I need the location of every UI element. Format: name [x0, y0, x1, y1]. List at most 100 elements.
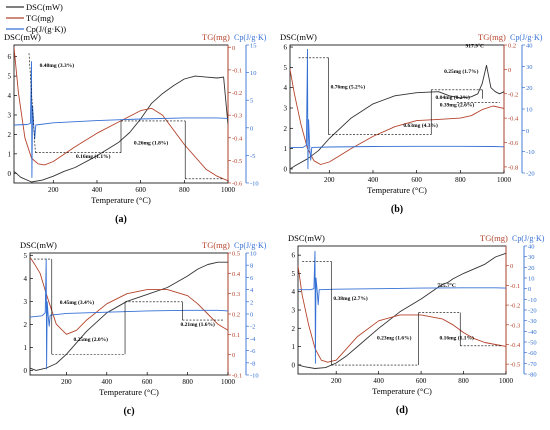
- cp-tick-label: 15: [250, 43, 257, 50]
- tg-axis-title: TG(mg): [202, 240, 230, 250]
- series-line-cp: [290, 48, 504, 170]
- series-line-cp: [14, 61, 228, 178]
- dsc-tick-label: 5: [8, 73, 12, 81]
- cp-tick-label: 40: [528, 244, 535, 251]
- cp-tick-label: -10: [528, 297, 537, 304]
- annotation-label: 0.39mg (2.6%): [440, 101, 475, 108]
- tg-tick-label: 0: [232, 352, 235, 359]
- dsc-tick-label: 0: [292, 361, 296, 369]
- cp-tick-label: 40: [526, 43, 533, 50]
- dsc-tick-label: 6: [292, 252, 296, 260]
- cp-tick-label: -6: [250, 348, 256, 355]
- tg-tick-label: 0.3: [232, 291, 240, 298]
- x-tick-label: 200: [61, 378, 72, 386]
- x-axis-title: Temperature (°C): [91, 195, 151, 205]
- dsc-tick-label: 4: [8, 92, 12, 100]
- cp-tick-label: -8: [250, 360, 255, 367]
- series-line-dsc: [14, 75, 228, 183]
- dsc-tick-label: 0: [8, 170, 12, 178]
- cp-tick-label: -60: [528, 350, 537, 357]
- cp-tick-label: 6: [250, 275, 254, 282]
- cp-tick-label: -2: [250, 324, 255, 331]
- annotation-label: 0.76mg (5.2%): [331, 84, 366, 91]
- panel-label: (a): [115, 214, 127, 225]
- cp-tick-label: 30: [528, 254, 535, 261]
- panel-c: 0 1 2 3 4 5 DSC(mW) -0.1 0 0.1 0.2 0.3 0.4 0.5TG(mg) -…: [20, 240, 267, 417]
- cp-tick-label: 4: [250, 287, 254, 294]
- tg-tick-label: -0.2: [508, 91, 518, 98]
- x-tick-label: 1000: [499, 377, 514, 385]
- tg-axis-title: TG(mg): [202, 32, 230, 42]
- cp-tick-label: 20: [528, 265, 535, 272]
- annotation-label: 0.38mg (2.7%): [333, 295, 368, 302]
- tg-tick-label: 0.5: [232, 251, 240, 258]
- cp-tick-label: 10: [526, 107, 533, 114]
- dsc-tick-label: 5: [284, 64, 288, 72]
- x-tick-label: 400: [92, 186, 103, 194]
- cp-tick-label: -80: [528, 372, 537, 379]
- x-tick-label: 400: [373, 377, 384, 385]
- x-tick-label: 800: [455, 176, 466, 184]
- cp-tick-label: -4: [250, 336, 256, 343]
- tg-tick-label: -0.8: [508, 164, 518, 171]
- cp-axis-title: Cp(J/g·K): [510, 33, 543, 42]
- x-tick-label: 400: [102, 378, 113, 386]
- panel-a: 0123456DSC(mW)-0.6-0.5-0.4-0.3-0.2-0.10T…: [4, 32, 267, 225]
- cp-tick-label: -20: [528, 308, 537, 315]
- tg-tick-label: 0.2: [232, 312, 240, 319]
- cp-tick-label: 8: [250, 263, 253, 270]
- step-guide-line: [28, 53, 36, 153]
- cp-tick-label: -20: [526, 171, 535, 178]
- dsc-tick-label: 2: [24, 321, 28, 329]
- annotation-label: 0.25mg (1.7%): [444, 68, 479, 75]
- x-tick-label: 600: [135, 186, 146, 194]
- dsc-tick-label: 2: [8, 131, 12, 139]
- legend: DSC(mW) TG(mg) Cp(J/(g·K)): [6, 2, 66, 34]
- annotation-label: 0.16mg (1.1%): [76, 153, 111, 160]
- tg-tick-label: 0: [510, 263, 513, 270]
- cp-axis-title: Cp(J/g·K): [234, 241, 267, 250]
- cp-tick-label: 0: [526, 128, 529, 135]
- dsc-tick-label: 3: [8, 111, 12, 119]
- tg-tick-label: -0.6: [232, 181, 243, 188]
- annotation-label: 0.23mg (1.6%): [377, 334, 412, 341]
- cp-tick-label: -40: [528, 329, 537, 336]
- dsc-tick-label: 3: [284, 104, 288, 112]
- x-tick-label: 800: [179, 186, 190, 194]
- tg-tick-label: 0.2: [508, 43, 516, 50]
- cp-tick-label: 0: [528, 286, 531, 293]
- dsc-tick-label: 1: [8, 150, 12, 158]
- dsc-tick-label: 6: [8, 53, 12, 61]
- series-line-cp: [30, 258, 228, 370]
- tg-tick-label: -0.2: [510, 303, 520, 310]
- panel-label: (b): [391, 204, 403, 215]
- series-group: [298, 250, 506, 369]
- dsc-tick-label: 5: [24, 252, 28, 260]
- dsc-tick-label: 0: [284, 165, 288, 173]
- x-tick-label: 800: [182, 378, 193, 386]
- dsc-tick-label: 3: [24, 298, 28, 306]
- dsc-tick-label: 1: [24, 344, 28, 352]
- cp-tick-label: -5: [250, 153, 255, 160]
- dsc-tick-label: 3: [292, 307, 296, 315]
- dsc-tick-label: 1: [284, 145, 288, 153]
- cp-tick-label: 5: [250, 98, 253, 105]
- cp-tick-label: -50: [528, 340, 537, 347]
- dsc-tick-label: 6: [284, 44, 288, 52]
- tg-tick-label: -0.6: [508, 140, 519, 147]
- panel-d: 0 1 2 3 4 5 6 DSC(mW) -0.5 -0.4 -0.3 -0.2 -0.1 0 TG(mg…: [288, 233, 545, 416]
- cp-tick-label: 2: [250, 299, 253, 306]
- annotation-label: 0.26mg (1.8%): [134, 139, 169, 146]
- dsc-tick-label: 2: [292, 325, 296, 333]
- cp-tick-label: 20: [526, 85, 533, 92]
- annotation-label: 0.16mg (1.1%): [439, 334, 474, 341]
- series-line-tg: [14, 47, 228, 182]
- x-axis-title: Temperature (°C): [372, 386, 432, 396]
- annotation-label: 0.45mg (3.4%): [60, 299, 95, 306]
- panel-label: (d): [396, 405, 408, 416]
- panel-b: 0 1 2 3 4 5 6 DSC(mW) -0.8 -0.6 -0.4 -0.2 0 0.2TG(mg)…: [280, 32, 543, 215]
- series-line-dsc: [298, 252, 506, 369]
- tg-axis-title: TG(mg): [478, 32, 506, 42]
- series-group: [290, 48, 504, 170]
